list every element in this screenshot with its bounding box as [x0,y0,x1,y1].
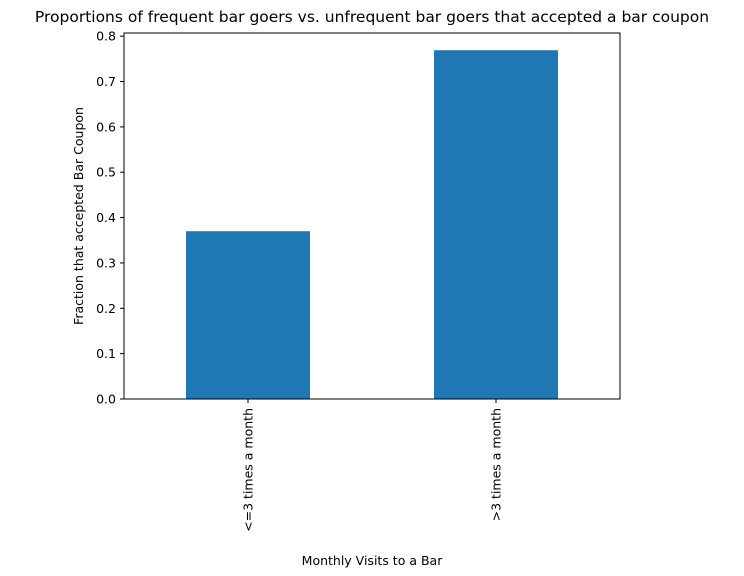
x-tick-label-0: <=3 times a month [241,408,256,532]
y-tick-label-6: 0.6 [96,119,116,134]
chart-title: Proportions of frequent bar goers vs. un… [35,8,709,26]
y-tick-label-2: 0.2 [96,301,116,316]
x-tick-label-1: >3 times a month [489,408,504,521]
y-tick-label-3: 0.3 [96,255,116,270]
y-tick-label-0: 0.0 [96,392,116,407]
y-tick-label-8: 0.8 [96,29,116,44]
y-tick-label-1: 0.1 [96,346,116,361]
bar-1 [434,50,558,400]
plot-frame [123,32,621,400]
x-axis-label: Monthly Visits to a Bar [302,553,444,568]
y-axis-label: Fraction that accepted Bar Coupon [71,107,86,325]
y-tick-label-4: 0.4 [96,210,116,225]
bar-0 [186,231,310,399]
y-tick-label-7: 0.7 [96,74,116,89]
plot-area: <=3 times a month >3 times a month 0.0 0.1 0… [96,29,621,532]
y-tick-label-5: 0.5 [96,165,116,180]
